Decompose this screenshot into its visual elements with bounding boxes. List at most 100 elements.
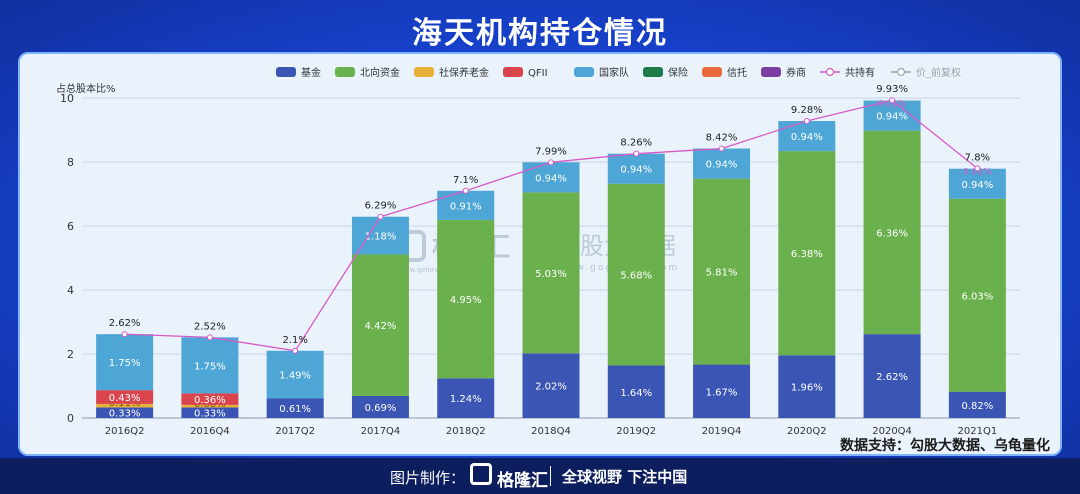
legend-swatch (503, 67, 523, 77)
data-label: 6.36% (876, 228, 908, 239)
bar-segment (778, 355, 836, 418)
data-label: 0.94% (876, 112, 908, 123)
x-tick-label: 2016Q4 (190, 426, 230, 437)
footer-slogan: 全球视野 下注中国 (562, 468, 688, 486)
bar-segment (778, 121, 836, 152)
bar-segment (181, 404, 239, 408)
data-label: 0.61% (279, 404, 311, 415)
x-tick-label: 2020Q4 (872, 426, 912, 437)
bar-segment (863, 334, 921, 418)
data-label: 0.94% (791, 132, 823, 143)
data-label: 4.95% (450, 295, 482, 306)
bar-segment (266, 398, 324, 418)
gelonghui-logo-icon (470, 463, 492, 485)
bar-segment (181, 337, 239, 394)
overlap-label: 0.01% (878, 100, 907, 110)
total-point (206, 334, 213, 341)
legend-swatch (276, 67, 296, 77)
data-label: 0.82% (961, 401, 993, 412)
data-label: 0.43% (109, 393, 141, 404)
data-label: 0.91% (450, 201, 482, 212)
bar-segment (863, 130, 921, 335)
data-label: 2.02% (535, 382, 567, 393)
data-label: 0.69% (365, 403, 397, 414)
total-label: 8.26% (620, 138, 652, 149)
total-label: 9.93% (876, 84, 908, 95)
footer-bar: 图片制作： 格隆汇 全球视野 下注中国 (0, 458, 1080, 494)
total-point (292, 347, 299, 354)
legend-label: 基金 (301, 66, 321, 79)
data-label: 5.68% (620, 271, 652, 282)
bar-segment (351, 216, 409, 255)
chart-panel: 0246810占总股本比%格隆汇www.gelonghui.com勾股大数据ww… (18, 52, 1062, 456)
total-point (718, 145, 725, 152)
source-note: 数据支持：勾股大数据、乌龟量化 (840, 437, 1050, 454)
data-label: 0.94% (961, 180, 993, 191)
bar-segment (351, 254, 409, 396)
total-point (548, 159, 554, 166)
total-label: 9.28% (791, 105, 823, 116)
bar-segment (96, 407, 154, 418)
x-tick-label: 2020Q2 (787, 426, 827, 437)
y-tick-label: 8 (67, 156, 74, 169)
data-label: 2.62% (876, 372, 908, 383)
legend-swatch (574, 67, 594, 77)
x-tick-label: 2018Q2 (446, 426, 486, 437)
x-tick-label: 2017Q2 (275, 426, 315, 437)
legend-label: 券商 (786, 66, 806, 79)
bar-segment (96, 334, 154, 391)
bar-segment (351, 395, 409, 418)
bar-segment (181, 393, 239, 405)
legend-swatch (414, 67, 434, 77)
legend-swatch (702, 67, 722, 77)
data-label: 0.33% (109, 409, 141, 420)
total-point (462, 187, 469, 194)
data-label: 6.03% (961, 291, 993, 302)
total-point (974, 165, 981, 172)
data-label: 1.64% (620, 388, 652, 399)
overlap-label: 0.01% (963, 168, 992, 178)
legend-label: 社保养老金 (439, 66, 489, 79)
data-label: 0.94% (535, 173, 567, 184)
legend-label: 北向资金 (360, 66, 400, 79)
y-tick-label: 4 (67, 284, 74, 297)
x-tick-label: 2021Q1 (958, 426, 998, 437)
data-label: 1.75% (109, 358, 141, 369)
total-label: 7.1% (453, 175, 478, 186)
x-tick-label: 2018Q4 (531, 426, 571, 437)
data-label: 1.18% (365, 232, 397, 243)
footer-made-by: 图片制作： (390, 469, 466, 487)
total-label: 7.99% (535, 146, 567, 157)
x-tick-label: 2019Q4 (702, 426, 742, 437)
watermark-brand-url: www.gelonghui.com (398, 266, 469, 274)
bar-segment (607, 183, 665, 366)
bar-segment (96, 403, 154, 408)
legend-swatch (761, 67, 781, 77)
total-point (889, 97, 896, 104)
data-label: 4.42% (365, 321, 397, 332)
bar-segment (693, 148, 751, 179)
footer-logo-text: 格隆汇 (497, 471, 548, 491)
data-label: 6.38% (791, 249, 823, 260)
bar-segment (522, 353, 580, 418)
stacked-bar-chart: 0246810占总股本比%格隆汇www.gelonghui.com勾股大数据ww… (56, 66, 1050, 454)
bar-segment (437, 378, 495, 418)
data-label: 5.81% (706, 268, 738, 279)
legend-label: 保险 (668, 66, 688, 79)
total-point (121, 331, 128, 338)
data-label: 1.67% (706, 387, 738, 398)
bar-segment (266, 350, 324, 399)
bar-segment (607, 153, 665, 184)
bar-segment (948, 168, 1006, 199)
legend-label: 共持有 (845, 66, 875, 79)
page-title: 海天机构持仓情况 (412, 16, 668, 51)
y-tick-label: 10 (60, 92, 74, 105)
bar-segment (522, 162, 580, 193)
data-label: 0.36% (194, 395, 226, 406)
data-label: 1.24% (450, 394, 482, 405)
y-tick-label: 6 (67, 220, 74, 233)
data-label: 5.03% (535, 269, 567, 280)
bar-segment (522, 192, 580, 354)
total-point (633, 150, 640, 157)
bar-segment (693, 178, 751, 365)
